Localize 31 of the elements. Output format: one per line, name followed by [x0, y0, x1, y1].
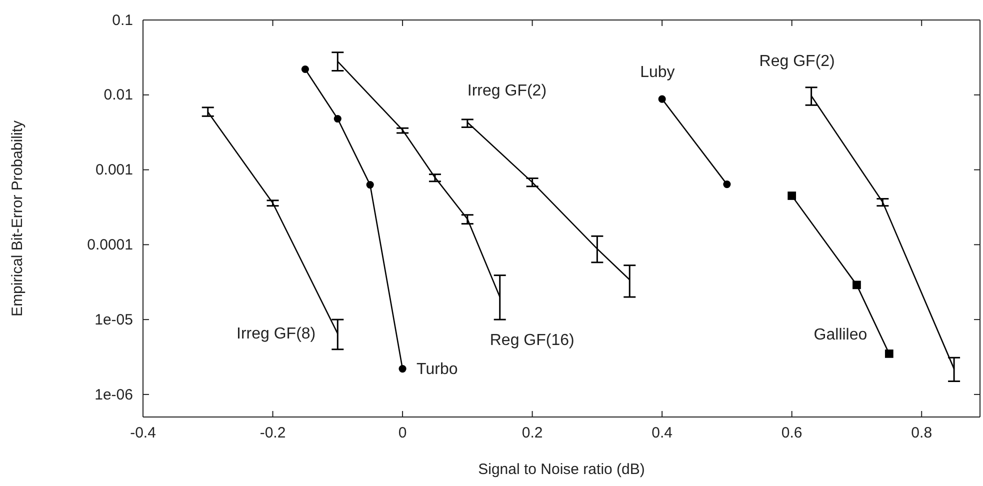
point	[301, 65, 309, 74]
point	[723, 180, 731, 188]
series-label: Irreg GF(2)	[467, 82, 547, 100]
x-tick-label: 0.4	[652, 424, 672, 442]
y-tick-label: 0.1	[112, 12, 133, 29]
y-axis-title: Empirical Bit-Error Probability	[9, 120, 26, 316]
point	[398, 365, 406, 373]
y-tick-label: 1e-05	[94, 311, 133, 328]
y-tick-label: 0.01	[104, 86, 133, 104]
point	[884, 350, 894, 358]
point	[852, 280, 861, 290]
series-label: Gallileo	[814, 326, 868, 344]
x-tick-label: -0.2	[260, 424, 286, 442]
x-tick-label: 0	[398, 424, 407, 442]
series-label: Irreg GF(8)	[236, 326, 316, 343]
point	[788, 192, 796, 200]
text: Reg GF(2)	[759, 52, 835, 70]
y-tick-label: 0.001	[95, 162, 133, 179]
x-tick-label: 0.2	[522, 424, 543, 442]
point	[366, 181, 374, 189]
series-label: Luby	[640, 64, 675, 82]
y-tick-label: 1e-06	[94, 386, 133, 404]
text: Reg GF(16)	[490, 332, 574, 350]
y-tick-label: 0.0001	[87, 236, 133, 254]
point	[334, 114, 342, 123]
x-tick-label: 0.8	[911, 424, 932, 442]
x-tick-label: 0.6	[781, 424, 802, 442]
series-label: Turbo	[416, 360, 458, 378]
x-tick-label: -0.4	[130, 424, 156, 442]
point	[658, 95, 666, 103]
x-axis-title: Signal to Noise ratio (dB)	[478, 461, 645, 478]
